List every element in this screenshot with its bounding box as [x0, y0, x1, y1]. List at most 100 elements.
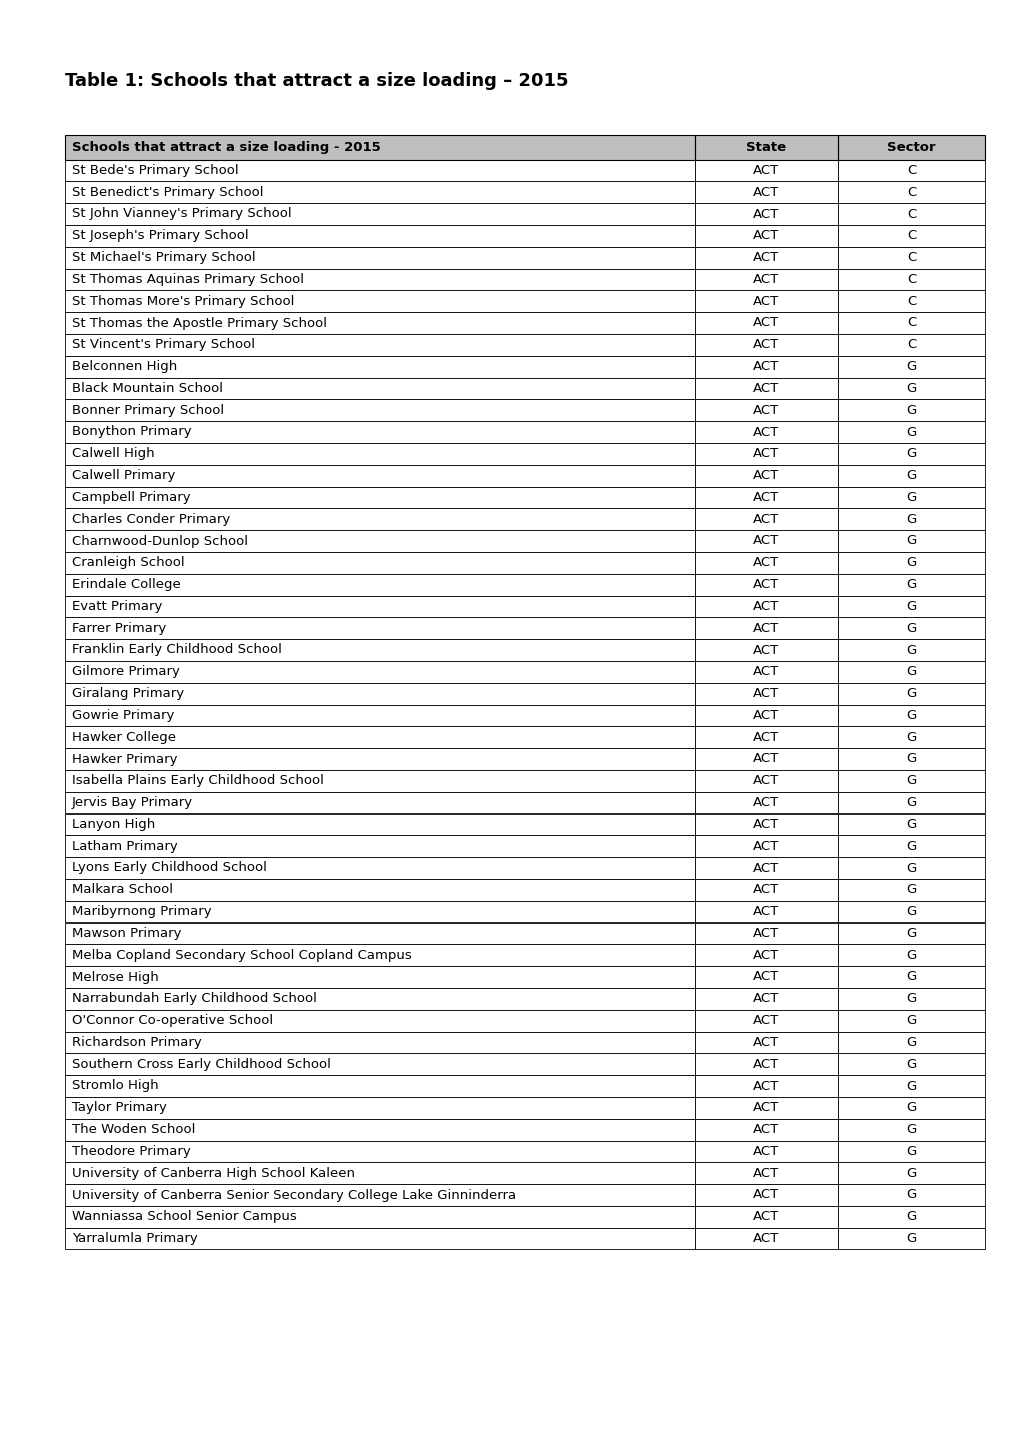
Bar [837, 378, 984, 399]
Text: University of Canberra Senior Secondary College Lake Ginninderra: University of Canberra Senior Secondary … [72, 1188, 516, 1201]
Bar [695, 290, 837, 311]
Text: ACT: ACT [753, 164, 779, 177]
Text: C: C [906, 273, 915, 286]
Bar [65, 290, 695, 311]
Text: G: G [906, 1057, 916, 1071]
Bar [695, 639, 837, 660]
Bar [695, 335, 837, 356]
Text: ACT: ACT [753, 665, 779, 678]
Text: Calwell Primary: Calwell Primary [72, 469, 175, 482]
Bar [695, 574, 837, 596]
Bar [695, 1162, 837, 1184]
Bar [695, 596, 837, 617]
Bar [837, 421, 984, 443]
Bar [65, 486, 695, 508]
Text: C: C [906, 186, 915, 199]
Text: ACT: ACT [753, 425, 779, 438]
Text: G: G [906, 884, 916, 897]
Bar [837, 1009, 984, 1031]
Text: G: G [906, 447, 916, 460]
Text: ACT: ACT [753, 600, 779, 613]
Text: G: G [906, 382, 916, 395]
Text: ACT: ACT [753, 186, 779, 199]
Bar [65, 1227, 695, 1250]
Text: C: C [906, 294, 915, 307]
Bar [65, 225, 695, 247]
Text: Gowrie Primary: Gowrie Primary [72, 709, 174, 722]
Bar [695, 901, 837, 923]
Text: C: C [906, 339, 915, 352]
Bar [695, 160, 837, 182]
Text: ACT: ACT [753, 1123, 779, 1136]
Bar [65, 705, 695, 727]
Text: ACT: ACT [753, 970, 779, 983]
Text: Stromlo High: Stromlo High [72, 1080, 159, 1093]
Bar [695, 748, 837, 770]
Bar [65, 574, 695, 596]
Bar [65, 464, 695, 486]
Text: ACT: ACT [753, 1231, 779, 1244]
Text: ACT: ACT [753, 1014, 779, 1027]
Text: State: State [746, 141, 786, 154]
Bar [65, 508, 695, 531]
Bar [837, 988, 984, 1009]
Bar [65, 748, 695, 770]
Bar [695, 508, 837, 531]
Bar [65, 356, 695, 378]
Text: Theodore Primary: Theodore Primary [72, 1145, 191, 1158]
Text: G: G [906, 906, 916, 919]
Text: ACT: ACT [753, 1080, 779, 1093]
Text: Jervis Bay Primary: Jervis Bay Primary [72, 796, 193, 809]
Bar [695, 988, 837, 1009]
Bar [695, 203, 837, 225]
Text: ACT: ACT [753, 1102, 779, 1115]
Bar [65, 1141, 695, 1162]
Text: G: G [906, 774, 916, 787]
Text: G: G [906, 992, 916, 1005]
Bar [65, 552, 695, 574]
Text: G: G [906, 1231, 916, 1244]
Bar [695, 792, 837, 813]
Text: ACT: ACT [753, 469, 779, 482]
Bar [837, 268, 984, 290]
Text: Charnwood-Dunlop School: Charnwood-Dunlop School [72, 535, 248, 548]
Text: Yarralumla Primary: Yarralumla Primary [72, 1231, 198, 1244]
Bar [837, 311, 984, 335]
Text: Lanyon High: Lanyon High [72, 818, 155, 831]
Bar [837, 1206, 984, 1227]
Text: ACT: ACT [753, 774, 779, 787]
Bar [65, 857, 695, 880]
Text: ACT: ACT [753, 884, 779, 897]
Text: ACT: ACT [753, 992, 779, 1005]
Text: G: G [906, 1145, 916, 1158]
Text: Bonner Primary School: Bonner Primary School [72, 404, 224, 417]
Text: St Thomas Aquinas Primary School: St Thomas Aquinas Primary School [72, 273, 304, 286]
Text: St Joseph's Primary School: St Joseph's Primary School [72, 229, 249, 242]
Bar [695, 835, 837, 857]
Bar [65, 531, 695, 552]
Text: Table 1: Schools that attract a size loading – 2015: Table 1: Schools that attract a size loa… [65, 72, 568, 89]
Text: ACT: ACT [753, 339, 779, 352]
Bar [65, 378, 695, 399]
Bar [695, 705, 837, 727]
Text: ACT: ACT [753, 818, 779, 831]
Bar [695, 486, 837, 508]
Bar [837, 596, 984, 617]
Bar [837, 792, 984, 813]
Bar [695, 1097, 837, 1119]
Bar [837, 1053, 984, 1076]
Text: Giralang Primary: Giralang Primary [72, 686, 184, 701]
Text: Latham Primary: Latham Primary [72, 839, 177, 852]
Text: ACT: ACT [753, 1057, 779, 1071]
Text: ACT: ACT [753, 753, 779, 766]
Text: C: C [906, 251, 915, 264]
Bar [837, 966, 984, 988]
Bar [695, 225, 837, 247]
Text: G: G [906, 557, 916, 570]
Text: G: G [906, 1014, 916, 1027]
Text: Campbell Primary: Campbell Primary [72, 490, 191, 503]
Bar [65, 268, 695, 290]
Text: C: C [906, 208, 915, 221]
Bar [837, 1031, 984, 1053]
Text: G: G [906, 490, 916, 503]
